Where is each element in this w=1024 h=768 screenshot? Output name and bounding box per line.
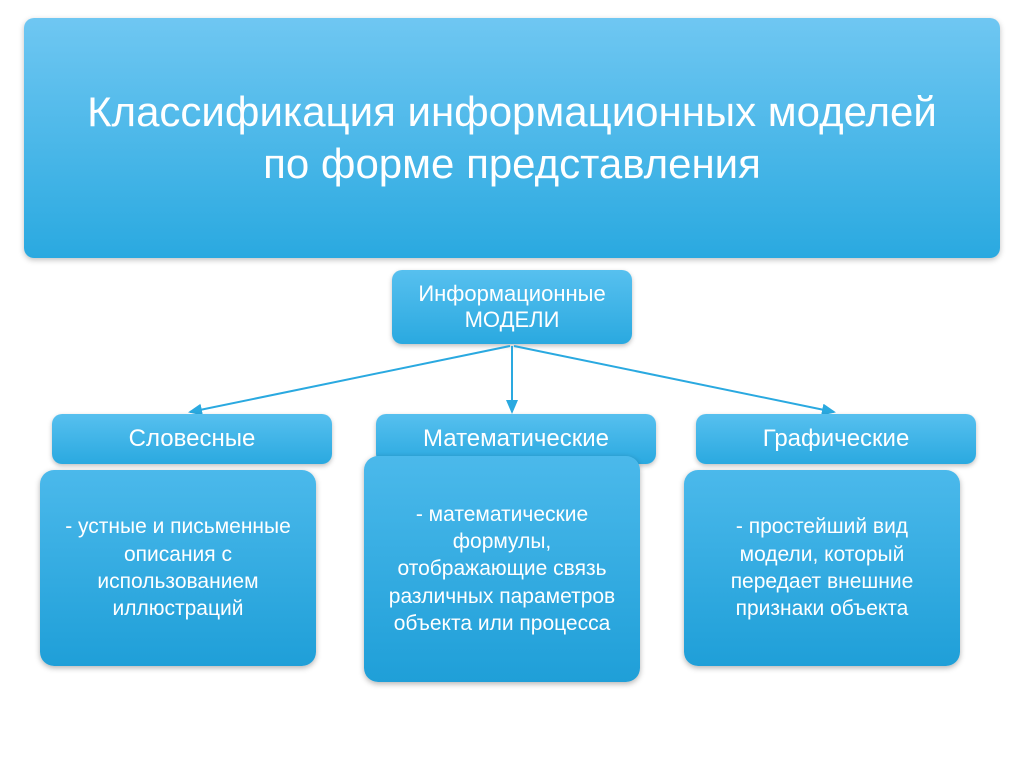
category-label-text: Графические [763,425,910,453]
root-text: Информационные МОДЕЛИ [392,281,632,334]
category-label: Графические [696,414,976,464]
title-banner: Классификация информационных моделей по … [24,18,1000,258]
diagram-stage: Классификация информационных моделей по … [0,0,1024,768]
connector-line [514,346,834,412]
category-label-text: Словесные [129,425,256,453]
category-description-text: - устные и письменные описания с использ… [52,513,304,622]
category-label-text: Математические [423,425,609,453]
category-description-text: - математические формулы, отображающие с… [376,501,628,637]
category-description: - устные и письменные описания с использ… [40,470,316,666]
category-description: - простейший вид модели, который передае… [684,470,960,666]
category-description: - математические формулы, отображающие с… [364,456,640,682]
category-label: Словесные [52,414,332,464]
connector-line [190,346,510,412]
title-text: Классификация информационных моделей по … [64,86,960,191]
root-node: Информационные МОДЕЛИ [392,270,632,344]
category-description-text: - простейший вид модели, который передае… [696,513,948,622]
